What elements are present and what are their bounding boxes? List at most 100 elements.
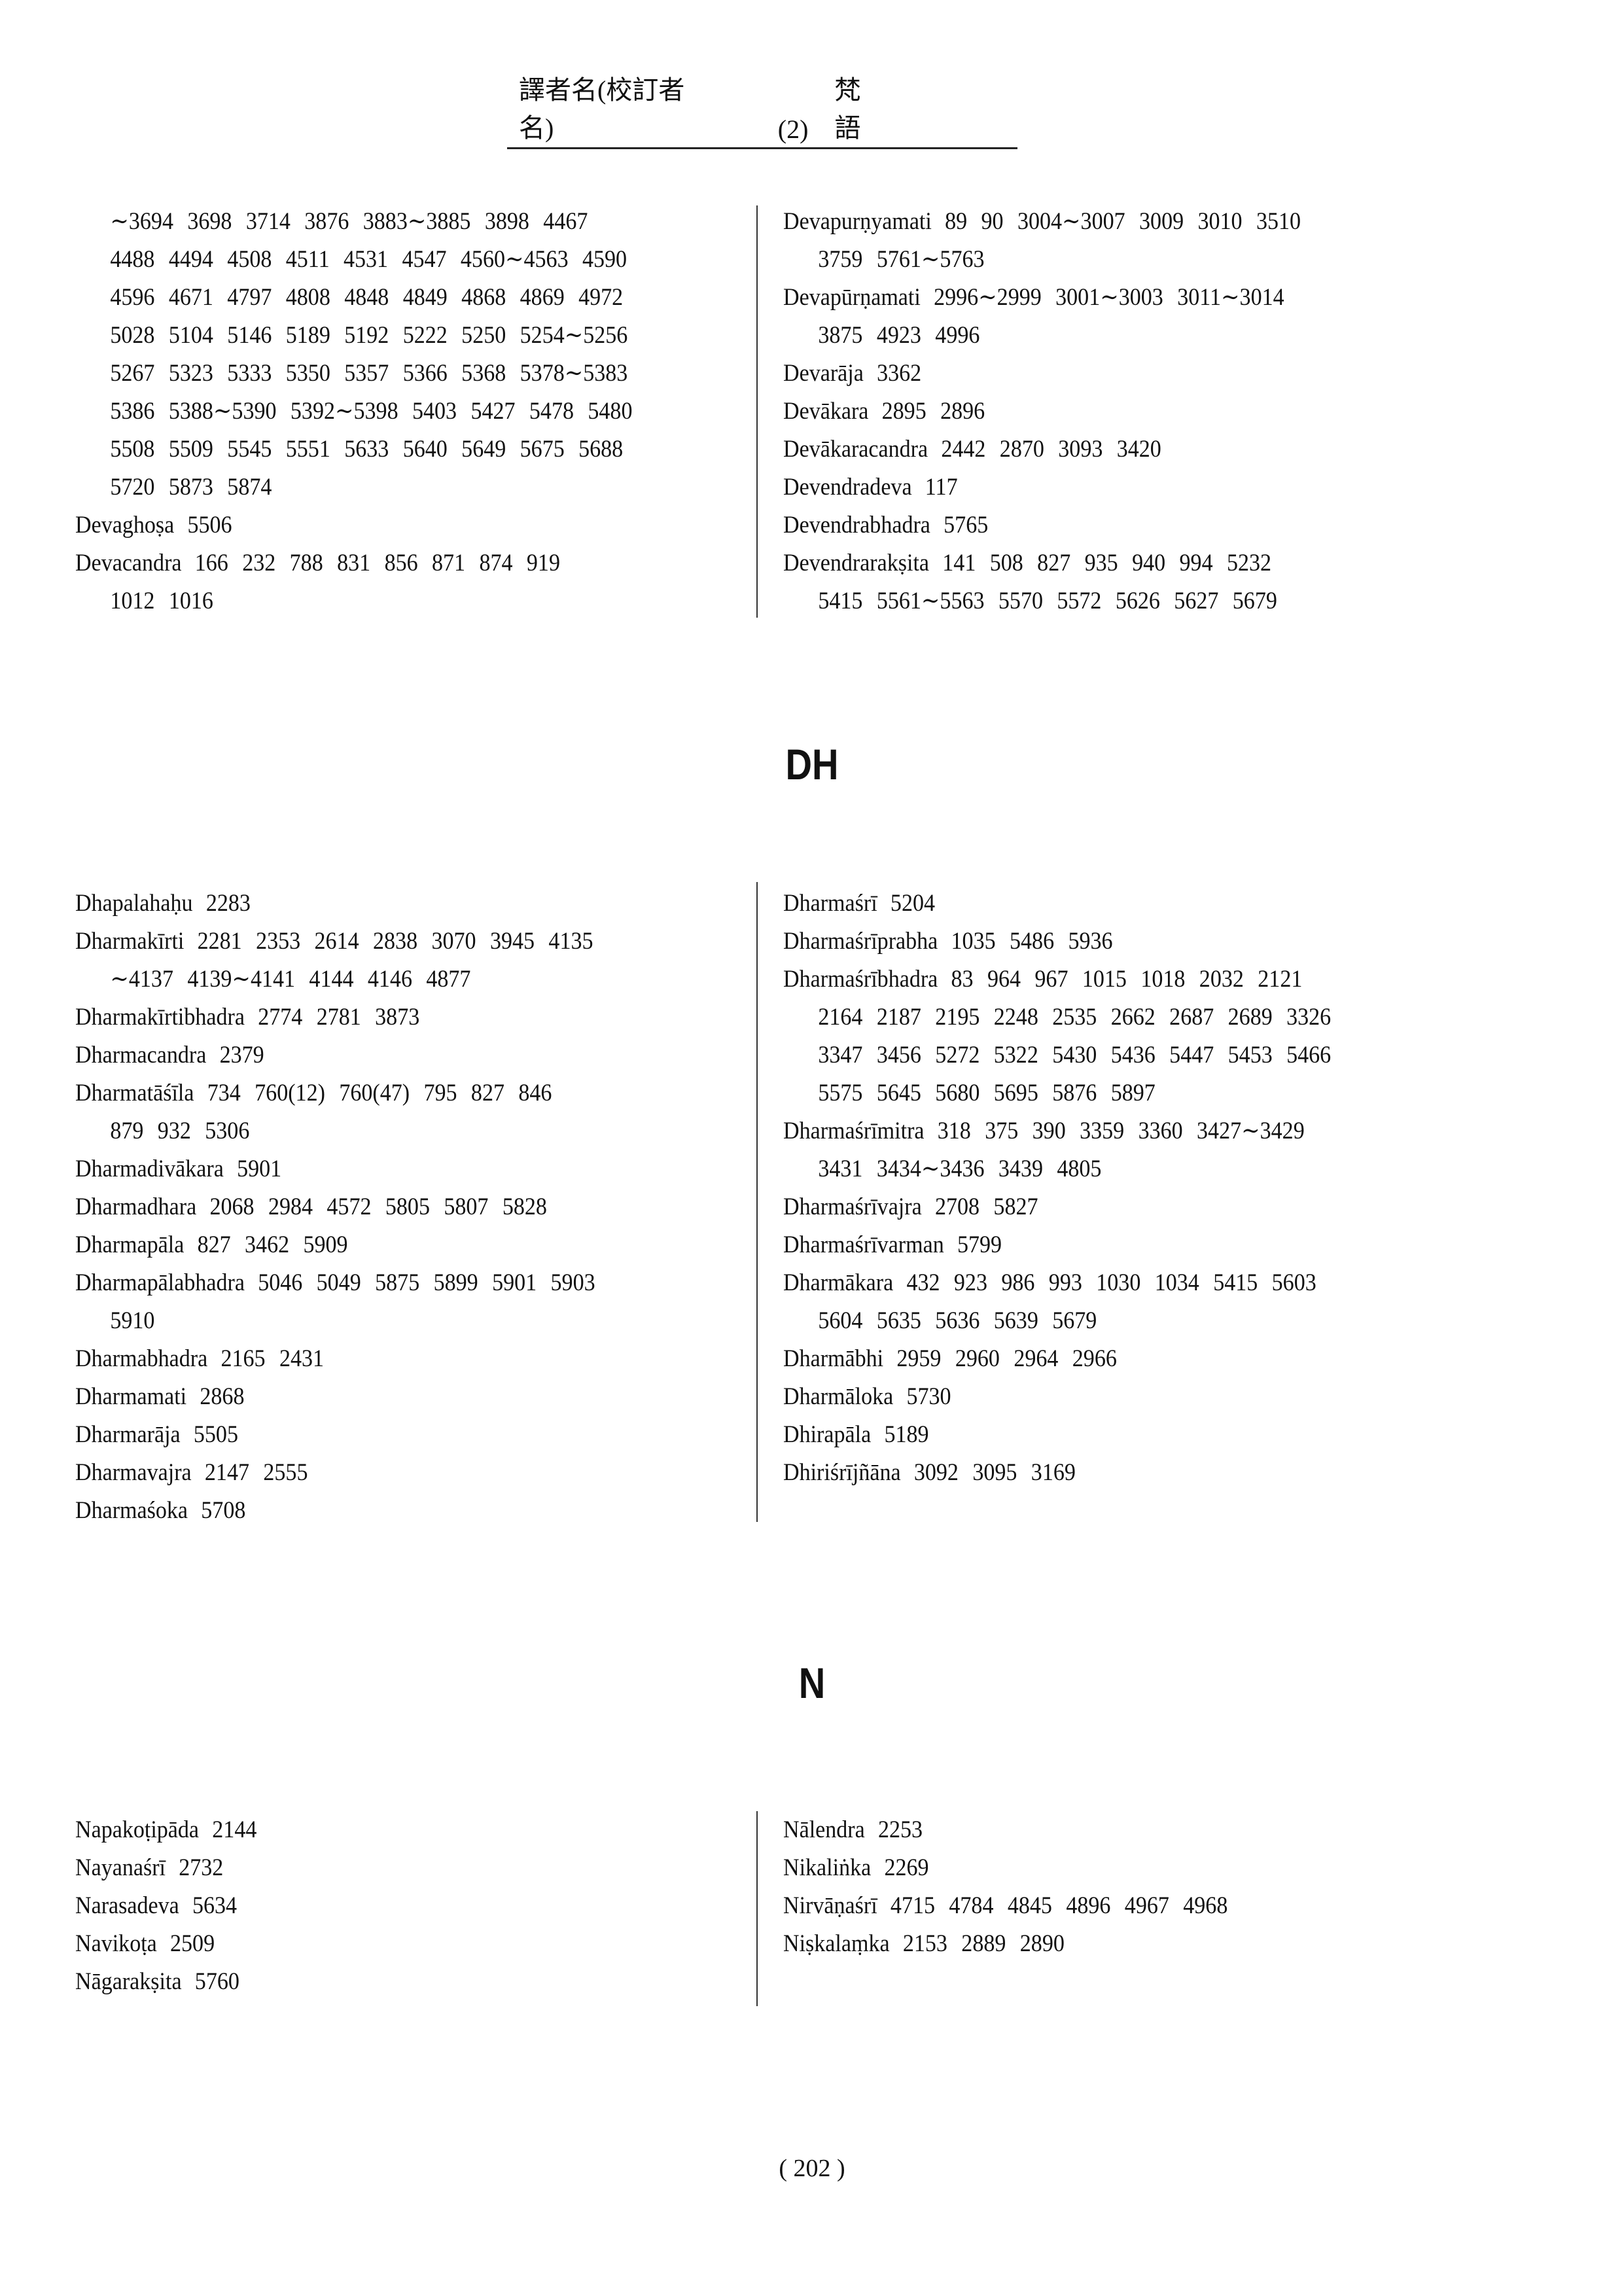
index-entry: Niṣkalaṃka 2153 2889 2890 [783, 1925, 1464, 1963]
left-column: Dhapalahaḥu 2283 Dharmakīrti 2281 2353 2614… [75, 885, 749, 1530]
index-entry: Narasadeva 5634 [75, 1887, 749, 1925]
entry-references: 5415 5561∼5563 5570 5572 5626 5627 5679 [818, 588, 1277, 614]
entry-references: 3362 [877, 360, 922, 387]
entry-name: Devākara [783, 398, 869, 425]
index-entry: Dharmaśoka 5708 [75, 1492, 749, 1530]
index-entry: Dharmakīrti 2281 2353 2614 2838 3070 3945… [75, 923, 749, 998]
index-entry: Devaghoṣa 5506 [75, 506, 749, 544]
entry-name: Devendrabhadra [783, 512, 930, 539]
entry-line: Dharmaśrīprabha 1035 5486 5936 [783, 923, 1409, 961]
entry-references: 5720 5873 5874 [110, 474, 272, 501]
entry-line: Dharmarāja 5505 [75, 1416, 696, 1454]
entry-name: Dharmaśoka [75, 1497, 188, 1524]
index-entry: Devendrarakṣita 141 508 827 935 940 994 5… [783, 544, 1464, 620]
column-divider [756, 205, 758, 618]
entry-line: Devākaracandra 2442 2870 3093 3420 [783, 431, 1409, 468]
index-entry: Dharmapālabhadra 5046 5049 5875 5899 5901… [75, 1264, 749, 1340]
entry-name: Nālendra [783, 1816, 865, 1843]
entry-line: Nayanaśrī 2732 [75, 1849, 696, 1887]
entry-line: Dharmamati 2868 [75, 1378, 696, 1416]
section-heading-n: N [798, 1659, 826, 1707]
entry-references: 2442 2870 3093 3420 [941, 436, 1161, 463]
entry-name: Devapūrṇamati [783, 284, 921, 311]
entry-references: 5604 5635 5636 5639 5679 [818, 1307, 1097, 1334]
index-entry: Dhiriśrījñāna 3092 3095 3169 [783, 1454, 1464, 1492]
entry-line: Dhapalahaḥu 2283 [75, 885, 696, 923]
index-entry: Devendradeva 117 [783, 468, 1464, 506]
entry-references: 5799 [957, 1231, 1002, 1258]
entry-line: Narasadeva 5634 [75, 1887, 696, 1925]
entry-references: 5910 [110, 1307, 155, 1334]
entry-references: 5901 [237, 1156, 282, 1182]
index-entry: Dharmarāja 5505 [75, 1416, 749, 1454]
entry-line: Dharmākara 432 923 986 993 1030 1034 5415… [783, 1264, 1409, 1302]
entry-references: 4596 4671 4797 4808 4848 4849 4868 4869 … [110, 284, 624, 311]
entry-references: 3431 3434∼3436 3439 4805 [818, 1156, 1102, 1182]
index-entry: Dharmābhi 2959 2960 2964 2966 [783, 1340, 1464, 1378]
entry-line: Dharmakīrtibhadra 2774 2781 3873 [75, 998, 696, 1036]
entry-line: Dharmaśrīvarman 5799 [783, 1226, 1409, 1264]
entry-continuation-line: 5910 [75, 1302, 696, 1340]
entry-name: Dharmapāla [75, 1231, 185, 1258]
index-entry: Devākaracandra 2442 2870 3093 3420 [783, 431, 1464, 468]
entry-references: 432 923 986 993 1030 1034 5415 5603 [906, 1269, 1316, 1296]
entry-references: ∼3694 3698 3714 3876 3883∼3885 3898 4467 [110, 208, 588, 235]
right-column: Dharmaśrī 5204 Dharmaśrīprabha 1035 5486 59… [783, 885, 1464, 1492]
index-entry: Dharmamati 2868 [75, 1378, 749, 1416]
entry-name: Devaghoṣa [75, 512, 175, 539]
entry-references: 2283 [205, 890, 251, 917]
entry-references: 827 3462 5909 [197, 1231, 348, 1258]
entry-references: 2996∼2999 3001∼3003 3011∼3014 [934, 284, 1284, 311]
index-entry: Dharmaśrībhadra 83 964 967 1015 1018 2032… [783, 961, 1464, 1112]
entry-line: Dharmadhara 2068 2984 4572 5805 5807 5828 [75, 1188, 696, 1226]
entry-line: Dharmapālabhadra 5046 5049 5875 5899 5901… [75, 1264, 696, 1302]
index-entry: Dharmaśrīmitra 318 375 390 3359 3360 3427… [783, 1112, 1464, 1188]
entry-references: 5708 [201, 1497, 246, 1524]
entry-references: 2153 2889 2890 [902, 1930, 1065, 1957]
entry-continuation-line: 5415 5561∼5563 5570 5572 5626 5627 5679 [783, 582, 1409, 620]
entry-continuation-line: 879 932 5306 [75, 1112, 696, 1150]
entry-references: 2959 2960 2964 2966 [896, 1345, 1117, 1372]
entry-references: 3347 3456 5272 5322 5430 5436 5447 5453 … [818, 1042, 1332, 1069]
entry-name: Devendrarakṣita [783, 550, 930, 576]
entry-line: Nāgarakṣita 5760 [75, 1963, 696, 2001]
entry-references: 5760 [194, 1968, 239, 1995]
index-entry: Dhapalahaḥu 2283 [75, 885, 749, 923]
entry-name: Dharmāloka [783, 1383, 894, 1410]
entry-line: Dharmaśoka 5708 [75, 1492, 696, 1530]
entry-continuation-line: 5720 5873 5874 [75, 468, 696, 506]
right-column: Nālendra 2253 Nikaliṅka 2269 Nirvāṇaśrī 4715 … [783, 1811, 1464, 1963]
entry-references: 318 375 390 3359 3360 3427∼3429 [937, 1118, 1305, 1144]
entry-continuation-line: 5604 5635 5636 5639 5679 [783, 1302, 1409, 1340]
header-language: 梵語 [834, 75, 933, 143]
entry-line: Niṣkalaṃka 2153 2889 2890 [783, 1925, 1409, 1963]
entry-references: 1012 1016 [110, 588, 213, 614]
index-entry: Navikoṭa 2509 [75, 1925, 749, 1963]
entry-name: Niṣkalaṃka [783, 1930, 890, 1957]
index-entry: Dharmākara 432 923 986 993 1030 1034 5415… [783, 1264, 1464, 1340]
index-entry: Devapurṇyamati 89 90 3004∼3007 3009 3010 … [783, 203, 1464, 279]
entry-line: Dhiriśrījñāna 3092 3095 3169 [783, 1454, 1409, 1492]
entry-continuation-line: ∼3694 3698 3714 3876 3883∼3885 3898 4467 [75, 203, 696, 241]
entry-line: Dharmaśrī 5204 [783, 885, 1409, 923]
entry-name: Napakoṭipāda [75, 1816, 200, 1843]
entry-name: Dhirapāla [783, 1421, 872, 1448]
entry-line: Navikoṭa 2509 [75, 1925, 696, 1963]
entry-line: Dharmaśrīmitra 318 375 390 3359 3360 3427… [783, 1112, 1409, 1150]
entry-continuation-line: 5267 5323 5333 5350 5357 5366 5368 5378∼… [75, 355, 696, 393]
entry-line: Devendradeva 117 [783, 468, 1409, 506]
entry-references: 5046 5049 5875 5899 5901 5903 [258, 1269, 595, 1296]
index-entry: ∼3694 3698 3714 3876 3883∼3885 3898 4467… [75, 203, 749, 506]
entry-line: Nālendra 2253 [783, 1811, 1409, 1849]
index-entry: Dharmakīrtibhadra 2774 2781 3873 [75, 998, 749, 1036]
entry-name: Dharmapālabhadra [75, 1269, 245, 1296]
entry-name: Devapurṇyamati [783, 208, 932, 235]
entry-references: 2165 2431 [221, 1345, 325, 1372]
index-entry: Dharmavajra 2147 2555 [75, 1454, 749, 1492]
index-entry: Nāgarakṣita 5760 [75, 1963, 749, 2001]
entry-name: Dharmaśrīvarman [783, 1231, 944, 1258]
page-number: ( 202 ) [779, 2155, 845, 2182]
index-entry: Nirvāṇaśrī 4715 4784 4845 4896 4967 4968 [783, 1887, 1464, 1925]
index-entry: Dhirapāla 5189 [783, 1416, 1464, 1454]
index-entry: Devacandra 166 232 788 831 856 871 874 91… [75, 544, 749, 620]
